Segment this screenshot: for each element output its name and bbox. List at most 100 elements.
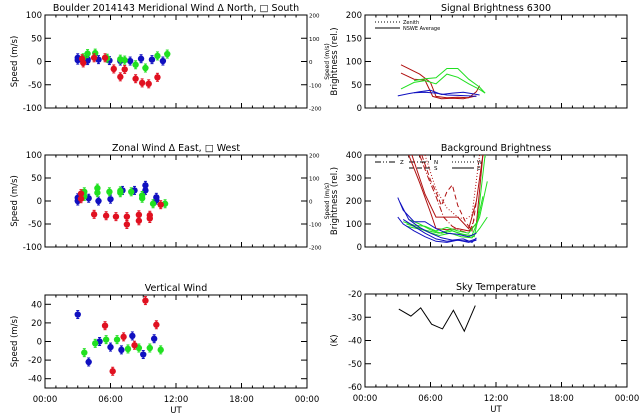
chart-title: Zonal Wind Δ East, □ West	[112, 143, 240, 154]
legend-label: S	[434, 166, 438, 172]
marker	[135, 217, 143, 224]
data-point	[84, 49, 91, 59]
y-tick-label: 100	[26, 151, 42, 161]
marker	[90, 54, 98, 61]
marker	[94, 189, 101, 196]
marker	[94, 184, 101, 192]
x-tick-label: 06:00	[418, 394, 443, 404]
chart-title: Vertical Wind	[145, 283, 207, 294]
y-tick-label: 100	[346, 58, 362, 68]
y-tick-label: -20	[348, 290, 362, 300]
marker	[84, 50, 91, 57]
marker	[117, 189, 124, 196]
y-tick-label: -40	[348, 337, 362, 347]
data-point	[157, 345, 164, 355]
series-line-red-W	[424, 155, 481, 220]
y-tick-label: -50	[28, 81, 42, 91]
x-axis-label: UT	[170, 406, 182, 416]
series-line-red-N	[419, 155, 475, 234]
data-point	[77, 194, 85, 204]
x-tick-label: 00:00	[295, 395, 320, 405]
marker	[80, 59, 87, 67]
marker	[140, 351, 147, 358]
data-point	[138, 193, 146, 203]
right-y-tick-label: 100	[309, 177, 320, 183]
x-tick-label: 12:00	[164, 395, 189, 405]
right-y-axis-label: Speed (m/s)	[324, 43, 331, 79]
plot-frame	[364, 154, 628, 248]
data-point	[95, 196, 102, 206]
x-tick-label: 18:00	[229, 395, 254, 405]
data-point	[146, 343, 153, 353]
y-tick-label: -40	[28, 375, 42, 385]
right-y-tick-label: -100	[309, 83, 322, 89]
marker	[132, 61, 139, 68]
plot-frame	[44, 294, 308, 389]
series-line-red-2	[400, 72, 477, 100]
data-point	[159, 56, 167, 66]
x-tick-label: 06:00	[98, 395, 123, 405]
data-point	[129, 331, 136, 341]
marker	[131, 342, 138, 349]
data-point	[90, 209, 98, 219]
marker	[142, 64, 149, 72]
chart-title: Sky Temperature	[456, 282, 536, 293]
marker	[135, 211, 143, 218]
marker	[145, 80, 152, 88]
data-point	[149, 199, 157, 209]
y-axis-label: (K)	[330, 334, 340, 346]
marker	[154, 52, 161, 60]
y-tick-label: 100	[26, 11, 42, 21]
x-axis-label: UT	[490, 405, 502, 415]
marker	[149, 200, 157, 207]
marker	[113, 336, 121, 343]
chart-title: Signal Brightness 6300	[441, 3, 551, 14]
data-point	[121, 64, 128, 74]
meridional-chart: Boulder 2014143 Meridional Wind Δ North,…	[10, 3, 331, 114]
right-y-tick-label: 0	[309, 200, 313, 206]
y-tick-label: -60	[348, 383, 362, 393]
marker	[138, 195, 146, 202]
x-tick-label: 00:00	[353, 394, 378, 404]
marker	[124, 345, 132, 353]
sky-chart: Sky Temperature 00:00 06:00 12:00 18:00 00:00…	[330, 282, 639, 415]
y-tick-label: 200	[346, 197, 362, 207]
y-tick-label: -20	[28, 356, 42, 366]
marker	[77, 190, 85, 197]
right-y-axis-label: Speed (m/s)	[324, 183, 331, 219]
data-point	[102, 211, 110, 221]
data-point	[90, 53, 98, 63]
series-line-blue-3	[399, 201, 477, 243]
background-chart: Background Brightness 400 300 200 100 0 Bright…	[330, 143, 628, 253]
signal-chart: Signal Brightness 6300 200 150 100 50 0 Bright…	[330, 3, 628, 114]
series-line-red-Z	[411, 155, 484, 230]
data-point	[153, 320, 160, 330]
data-point	[128, 187, 135, 197]
marker	[142, 187, 149, 194]
data-point	[92, 338, 99, 348]
marker	[101, 54, 109, 61]
y-tick-label: 150	[346, 34, 362, 44]
data-point	[157, 200, 164, 210]
data-point	[117, 72, 124, 82]
data-point	[150, 334, 158, 344]
series-line-red-S	[421, 155, 477, 233]
y-tick-label: 100	[346, 220, 362, 230]
y-axis-label: Speed (m/s)	[10, 36, 20, 88]
right-y-tick-label: -100	[309, 223, 322, 229]
marker	[159, 57, 167, 65]
y-tick-label: 0	[37, 58, 42, 68]
marker	[123, 213, 131, 220]
data-point	[123, 219, 131, 229]
data-point	[110, 64, 117, 74]
marker	[121, 66, 128, 73]
data-point	[121, 55, 128, 65]
data-point	[102, 335, 110, 345]
marker	[118, 346, 125, 354]
plot-frame	[364, 293, 628, 388]
marker	[126, 57, 134, 65]
marker	[101, 322, 109, 329]
right-y-tick-label: 200	[309, 154, 320, 160]
marker	[102, 212, 110, 219]
